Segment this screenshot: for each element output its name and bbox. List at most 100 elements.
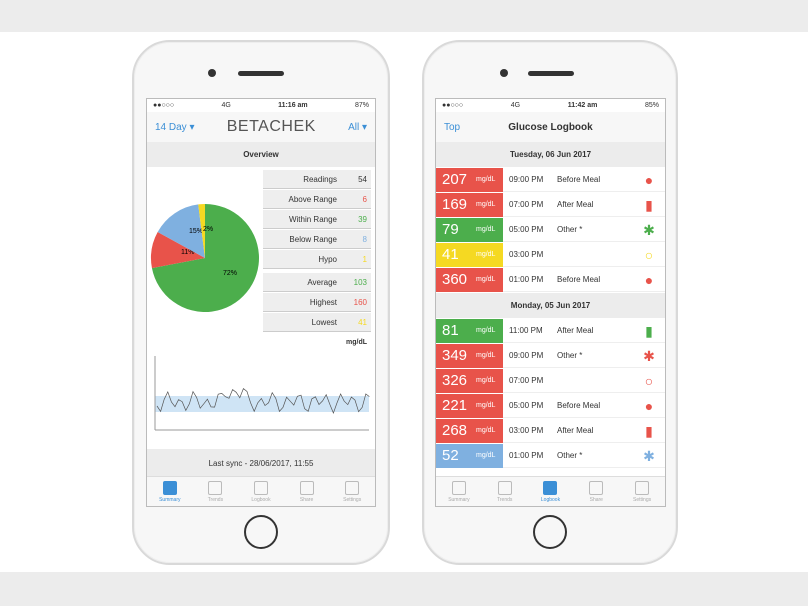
tab-summary[interactable]: Summary [436,477,482,506]
unit-label: mg/dL [346,339,367,346]
entry-tag: Before Meal [557,401,601,410]
stats-table: Readings 54 Above Range 6 Within Range 39 Belo… [263,170,371,333]
entry-tag: After Meal [557,326,594,335]
tab-settings[interactable]: Settings [619,477,665,506]
tab-share[interactable]: Share [573,477,619,506]
tab-summary[interactable]: Summary [147,477,193,506]
apple-icon: ● [644,171,654,188]
tab-trends[interactable]: Trends [193,477,239,506]
stat-value: 6 [362,194,367,204]
trends-icon [497,480,512,495]
glucose-badge: 79 mg/dL [436,217,503,242]
stat-label: Lowest [311,317,337,327]
apple-core-icon: ▮ [645,322,653,339]
tab-label: Trends [207,496,224,503]
pie-slice [157,204,205,258]
apple-core-icon: ▮ [645,422,653,439]
log-entry[interactable]: 326 mg/dL 07:00 PM ○ [436,368,665,393]
stat-row: Within Range 39 [263,210,371,229]
log-entry[interactable]: 41 mg/dL 03:00 PM ○ [436,242,665,267]
glucose-value: 221 [442,397,468,414]
tab-logbook[interactable]: Logbook [528,477,574,506]
tab-share[interactable]: Share [284,477,330,506]
pie-label: 2% [203,226,213,233]
target-range-band [155,396,369,412]
glucose-badge: 349 mg/dL [436,343,503,368]
tab-label: Logbook [540,496,561,503]
date-header: Monday, 05 Jun 2017 [436,293,665,318]
log-entry[interactable]: 360 mg/dL 01:00 PM Before Meal ● [436,267,665,292]
glucose-badge: 81 mg/dL [436,318,503,343]
asterisk-icon: ✱ [643,221,655,238]
pie-label: 11% [181,249,195,256]
settings-icon [635,480,650,495]
glucose-value: 81 [442,322,459,339]
glucose-value: 207 [442,171,468,188]
entry-tag: Before Meal [557,175,601,184]
entry-time: 05:00 PM [509,401,544,410]
home-button[interactable] [533,515,567,549]
stat-row: Hypo 1 [263,250,371,269]
entry-tag: Before Meal [557,275,601,284]
entry-time: 03:00 PM [509,426,544,435]
glucose-unit: mg/dL [476,427,496,434]
log-entry[interactable]: 79 mg/dL 05:00 PM Other * ✱ [436,217,665,242]
logo: BETACHEK [226,118,316,135]
entry-time: 03:00 PM [509,250,544,259]
glucose-value: 326 [442,372,468,389]
entry-time: 09:00 PM [509,175,544,184]
camera [208,69,216,77]
glucose-unit: mg/dL [476,452,496,459]
pie-chart: 72% 11% 15% 2% [151,204,259,312]
glucose-badge: 169 mg/dL [436,192,503,217]
log-entry[interactable]: 221 mg/dL 05:00 PM Before Meal ● [436,393,665,418]
pie-slice [151,204,259,312]
stat-row: Readings 54 [263,170,371,189]
glucose-value: 52 [442,447,459,464]
log-entry[interactable]: 349 mg/dL 09:00 PM Other * ✱ [436,343,665,368]
stat-row: Below Range 8 [263,230,371,249]
asterisk-icon: ✱ [643,447,655,464]
phone-summary: ●●○○○ 4G 11:16 am 87% 14 Day ▾ BETACHEK … [132,40,390,565]
apple-icon: ● [644,271,654,288]
status-bar: ●●○○○ 4G 11:42 am 85% [436,99,665,112]
entry-time: 01:00 PM [509,451,544,460]
glucose-badge: 41 mg/dL [436,242,503,267]
top-band [0,0,808,32]
home-button[interactable] [244,515,278,549]
glucose-value: 79 [442,221,459,238]
pie-slice [198,204,205,258]
last-sync: Last sync - 28/06/2017, 11:55 [147,449,375,477]
log-entry[interactable]: 169 mg/dL 07:00 PM After Meal ▮ [436,192,665,217]
stat-label: Above Range [288,194,337,204]
period-dropdown[interactable]: 14 Day ▾ [155,121,195,133]
entry-time: 07:00 PM [509,376,544,385]
tab-label: Logbook [251,496,271,503]
pie-slice [151,231,205,269]
tab-logbook[interactable]: Logbook [238,477,284,506]
signal-icon: ●●○○○ [442,102,464,109]
entry-tag: Other * [557,451,583,460]
carrier: 4G [510,102,521,109]
tab-trends[interactable]: Trends [482,477,528,506]
filter-dropdown[interactable]: All ▾ [348,121,367,133]
log-entry[interactable]: 81 mg/dL 11:00 PM After Meal ▮ [436,318,665,343]
top-button[interactable]: Top [444,121,461,133]
entry-time: 11:00 PM [509,326,543,335]
entry-tag: Other * [557,225,583,234]
signal-icon: ●●○○○ [153,102,175,109]
log-entry[interactable]: 52 mg/dL 01:00 PM Other * ✱ [436,443,665,468]
log-entry[interactable]: 207 mg/dL 09:00 PM Before Meal ● [436,167,665,192]
entry-time: 01:00 PM [509,275,544,284]
log-entry[interactable]: 268 mg/dL 03:00 PM After Meal ▮ [436,418,665,443]
tab-label: Share [299,496,314,503]
glucose-unit: mg/dL [476,352,496,359]
stat-value: 39 [358,214,367,224]
entry-time: 05:00 PM [509,225,544,234]
glucose-badge: 268 mg/dL [436,418,503,443]
status-bar: ●●○○○ 4G 11:16 am 87% [147,99,375,112]
stat-label: Within Range [288,214,337,224]
apple-core-icon: ▮ [645,196,653,213]
summary-icon [451,480,466,495]
tab-settings[interactable]: Settings [329,477,375,506]
